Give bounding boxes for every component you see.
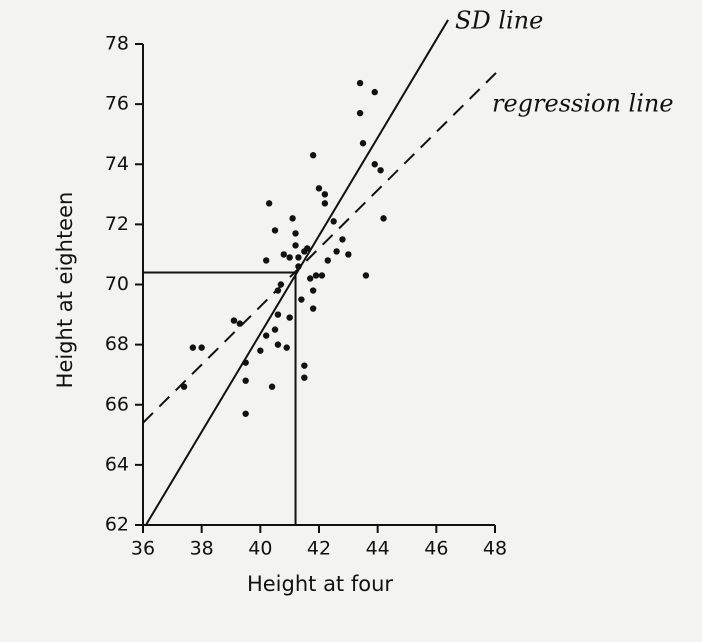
point <box>301 374 308 381</box>
y-tick-label: 62 <box>105 514 129 536</box>
x-tick-label: 48 <box>483 538 507 560</box>
point <box>242 359 249 366</box>
point <box>271 227 279 234</box>
point <box>271 326 279 333</box>
point <box>307 275 314 282</box>
point <box>286 254 293 261</box>
x-tick-label: 40 <box>248 538 272 560</box>
y-tick-label: 72 <box>105 213 129 235</box>
point <box>263 257 270 264</box>
sd-line-label: SD line <box>455 7 543 35</box>
y-tick-label: 74 <box>105 153 129 175</box>
point <box>356 109 364 117</box>
point <box>242 377 249 384</box>
x-tick-label: 36 <box>131 538 155 560</box>
point <box>274 311 282 318</box>
point <box>315 185 323 192</box>
x-tick-label: 42 <box>307 538 331 560</box>
regression-line <box>142 67 502 424</box>
point <box>180 383 188 390</box>
point <box>189 344 197 351</box>
point <box>242 410 249 417</box>
point <box>295 263 302 270</box>
point <box>304 245 311 252</box>
point <box>362 272 370 279</box>
point <box>321 191 329 198</box>
point <box>359 140 367 147</box>
point <box>309 305 317 312</box>
point <box>301 362 308 369</box>
x-tick-label: 38 <box>190 538 214 560</box>
point <box>333 248 340 255</box>
y-tick-label: 64 <box>105 453 129 475</box>
point <box>265 200 273 207</box>
x-axis-label: Height at four <box>247 572 393 596</box>
sd-line <box>145 19 449 526</box>
point <box>274 287 282 294</box>
point <box>309 152 317 159</box>
point <box>263 332 270 339</box>
point <box>309 287 317 294</box>
point <box>277 281 285 288</box>
point <box>324 257 331 264</box>
point <box>283 344 290 351</box>
point <box>198 344 205 351</box>
point <box>339 236 346 243</box>
point <box>298 296 305 303</box>
y-tick-label: 70 <box>105 273 129 295</box>
x-tick-label: 44 <box>366 538 390 560</box>
point <box>292 242 299 249</box>
y-tick-label: 76 <box>105 93 129 115</box>
point <box>268 383 276 390</box>
regression-line-label: regression line <box>492 90 674 118</box>
point <box>318 272 326 279</box>
point <box>345 251 352 258</box>
point <box>330 218 337 225</box>
y-tick-label: 78 <box>105 33 129 55</box>
point <box>356 79 364 87</box>
point <box>377 167 384 174</box>
point <box>274 341 282 348</box>
y-axis-label: Height at eighteen <box>53 192 77 389</box>
point <box>236 320 243 327</box>
point <box>371 88 378 96</box>
point <box>312 272 320 279</box>
point <box>289 215 296 222</box>
point <box>286 314 293 321</box>
point <box>321 200 329 207</box>
y-tick-label: 68 <box>105 333 129 355</box>
x-tick-label: 46 <box>424 538 448 560</box>
point <box>380 215 387 222</box>
point <box>292 230 299 237</box>
point <box>371 161 378 168</box>
y-tick-label: 66 <box>105 393 129 415</box>
point <box>295 254 302 261</box>
point <box>280 251 287 258</box>
point <box>257 347 264 354</box>
point <box>230 317 238 324</box>
